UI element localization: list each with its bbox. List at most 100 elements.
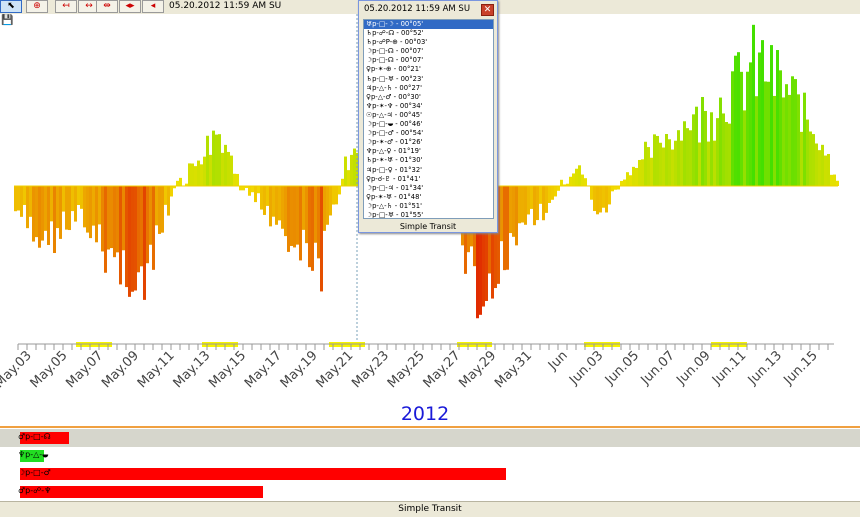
chart-bar xyxy=(29,186,32,217)
range-start-icon: ↤ xyxy=(62,2,70,11)
aspect-list-item[interactable]: ♆p-△-♀ - 01°19' xyxy=(364,147,493,156)
chart-bar xyxy=(161,186,164,233)
chart-bar xyxy=(77,186,80,205)
aspect-list-item[interactable]: ☉p-△-♃ - 00°45' xyxy=(364,111,493,120)
chart-bar xyxy=(803,93,806,186)
chart-bar xyxy=(92,186,95,226)
back-button[interactable]: ◂ xyxy=(142,0,164,13)
chart-bar xyxy=(251,186,254,192)
chart-bar xyxy=(266,186,269,206)
aspect-list-item[interactable]: ☽p-□-☊ - 00°07' xyxy=(364,47,493,56)
chart-bar xyxy=(797,94,800,186)
range-collapse-button[interactable]: ⇹ xyxy=(96,0,118,13)
chart-bar xyxy=(230,156,233,186)
chart-bar xyxy=(158,186,161,234)
chart-bar xyxy=(113,186,116,257)
transit-row-label: ♂p-☍-♆ xyxy=(18,486,51,495)
aspect-list-item[interactable]: ♃p-△-♄ - 00°27' xyxy=(364,84,493,93)
aspect-list-item[interactable]: ♆p-✶-♆ - 00°34' xyxy=(364,102,493,111)
aspect-list-item[interactable]: ♄p-□-♅ - 00°23' xyxy=(364,75,493,84)
chart-bar xyxy=(518,186,521,223)
transit-row[interactable]: ♆p-△-⯋ xyxy=(0,447,860,465)
chart-bar xyxy=(791,76,794,186)
aspect-list-item[interactable]: ♀p-△-♂ - 00°30' xyxy=(364,93,493,102)
x-tick-labels: May.03May.05May.07May.09May.11May.13May.… xyxy=(0,348,821,391)
magnifier-icon: ⊕ xyxy=(33,2,41,11)
chart-bar xyxy=(236,174,239,186)
status-bar: Simple Transit xyxy=(0,501,860,517)
chart-bar xyxy=(707,142,710,186)
zoom-tool-button[interactable]: ⊕ xyxy=(26,0,48,13)
aspect-list-item[interactable]: ☽p-□-♅ - 01°55' xyxy=(364,211,493,219)
x-ticks xyxy=(18,344,828,350)
transit-bar xyxy=(20,468,506,480)
chart-bar xyxy=(830,175,833,186)
chart-bar xyxy=(800,132,803,186)
aspect-list[interactable]: ♅p-□-☽ - 00°05'♄p-☍-☊ - 00°52'♄p-☍P-⊕ - … xyxy=(363,19,494,219)
aspect-list-item[interactable]: ☽p-□-♂ - 00°54' xyxy=(364,129,493,138)
chart-bar xyxy=(581,175,584,186)
range-expand-icon: ↔ xyxy=(85,2,93,11)
chart-bar xyxy=(734,56,737,186)
chart-bar xyxy=(632,167,635,186)
chart-bar xyxy=(527,186,530,214)
aspect-list-item[interactable]: ♅p-□-☽ - 00°05' xyxy=(364,20,493,29)
transit-row[interactable]: ☽p-□-♂ xyxy=(0,465,860,483)
chart-bar xyxy=(110,186,113,248)
chart-bar xyxy=(815,143,818,186)
chart-bar xyxy=(302,186,305,230)
aspect-list-item[interactable]: ☽p-✶-♂ - 01°26' xyxy=(364,138,493,147)
chart-bar xyxy=(218,134,221,186)
x-tick-label: May.31 xyxy=(492,348,535,391)
chart-bar xyxy=(572,173,575,186)
popup-close-button[interactable]: ✕ xyxy=(481,4,494,16)
chart-bar xyxy=(635,168,638,186)
x-tick-label: May.21 xyxy=(313,348,356,391)
chart-bar xyxy=(335,186,338,204)
chart-bar xyxy=(749,62,752,186)
chart-bar xyxy=(623,180,626,186)
chart-bar xyxy=(638,160,641,186)
aspect-list-item[interactable]: ☽p-□-⯋ - 00°46' xyxy=(364,120,493,129)
aspect-list-item[interactable]: ☽p-□-♃ - 01°34' xyxy=(364,184,493,193)
chart-bar xyxy=(257,186,260,193)
chart-bar xyxy=(164,186,167,205)
chart-bar xyxy=(227,152,230,186)
x-tick-label: May.05 xyxy=(28,348,71,391)
transit-row[interactable]: ♂p-☍-♆ xyxy=(0,483,860,501)
x-tick-label: Jun.09 xyxy=(673,348,713,388)
step-button[interactable]: ◂▸ xyxy=(119,0,141,13)
chart-bar xyxy=(200,164,203,186)
chart-bar xyxy=(338,186,341,194)
chart-bar xyxy=(617,186,620,189)
aspect-list-item[interactable]: ♀p-✶-⊕ - 00°21' xyxy=(364,65,493,74)
chart-bar xyxy=(332,186,335,205)
range-start-button[interactable]: ↤ xyxy=(55,0,77,13)
aspect-list-item[interactable]: ♄p-☍-☊ - 00°52' xyxy=(364,29,493,38)
x-tick-label: May.19 xyxy=(278,348,321,391)
chart-bar xyxy=(203,157,206,186)
chart-bar xyxy=(713,141,716,186)
chart-bar xyxy=(629,175,632,186)
separator xyxy=(0,426,860,428)
x-tick-label: May.13 xyxy=(171,348,214,391)
aspect-popup[interactable]: 05.20.2012 11:59 AM SU ✕ ♅p-□-☽ - 00°05'… xyxy=(358,0,498,233)
pointer-tool-button[interactable]: ⬉ xyxy=(0,0,22,13)
aspect-list-item[interactable]: ♄p-✶-♅ - 01°30' xyxy=(364,156,493,165)
aspect-list-item[interactable]: ♀p-☌-♇ - 01°41' xyxy=(364,175,493,184)
chart-bar xyxy=(731,71,734,186)
chart-bar xyxy=(176,181,179,186)
aspect-list-item[interactable]: ☽p-△-♄ - 01°51' xyxy=(364,202,493,211)
aspect-list-item[interactable]: ♀p-✶-♅ - 01°48' xyxy=(364,193,493,202)
aspect-list-item[interactable]: ♃p-□-♀ - 01°32' xyxy=(364,166,493,175)
chart-bar xyxy=(284,186,287,236)
chart-bar xyxy=(596,186,599,214)
aspect-list-item[interactable]: ♄p-☍P-⊕ - 00°03' xyxy=(364,38,493,47)
x-tick-label: May.25 xyxy=(385,348,428,391)
chart-bar xyxy=(350,155,353,186)
aspect-list-item[interactable]: ☽p-□-☊ - 00°07' xyxy=(364,56,493,65)
x-tick-label: Jun.15 xyxy=(781,348,821,388)
chart-bar xyxy=(326,186,329,225)
chart-bar xyxy=(764,81,767,186)
transit-row[interactable]: ♂p-□-☊ xyxy=(0,429,860,447)
